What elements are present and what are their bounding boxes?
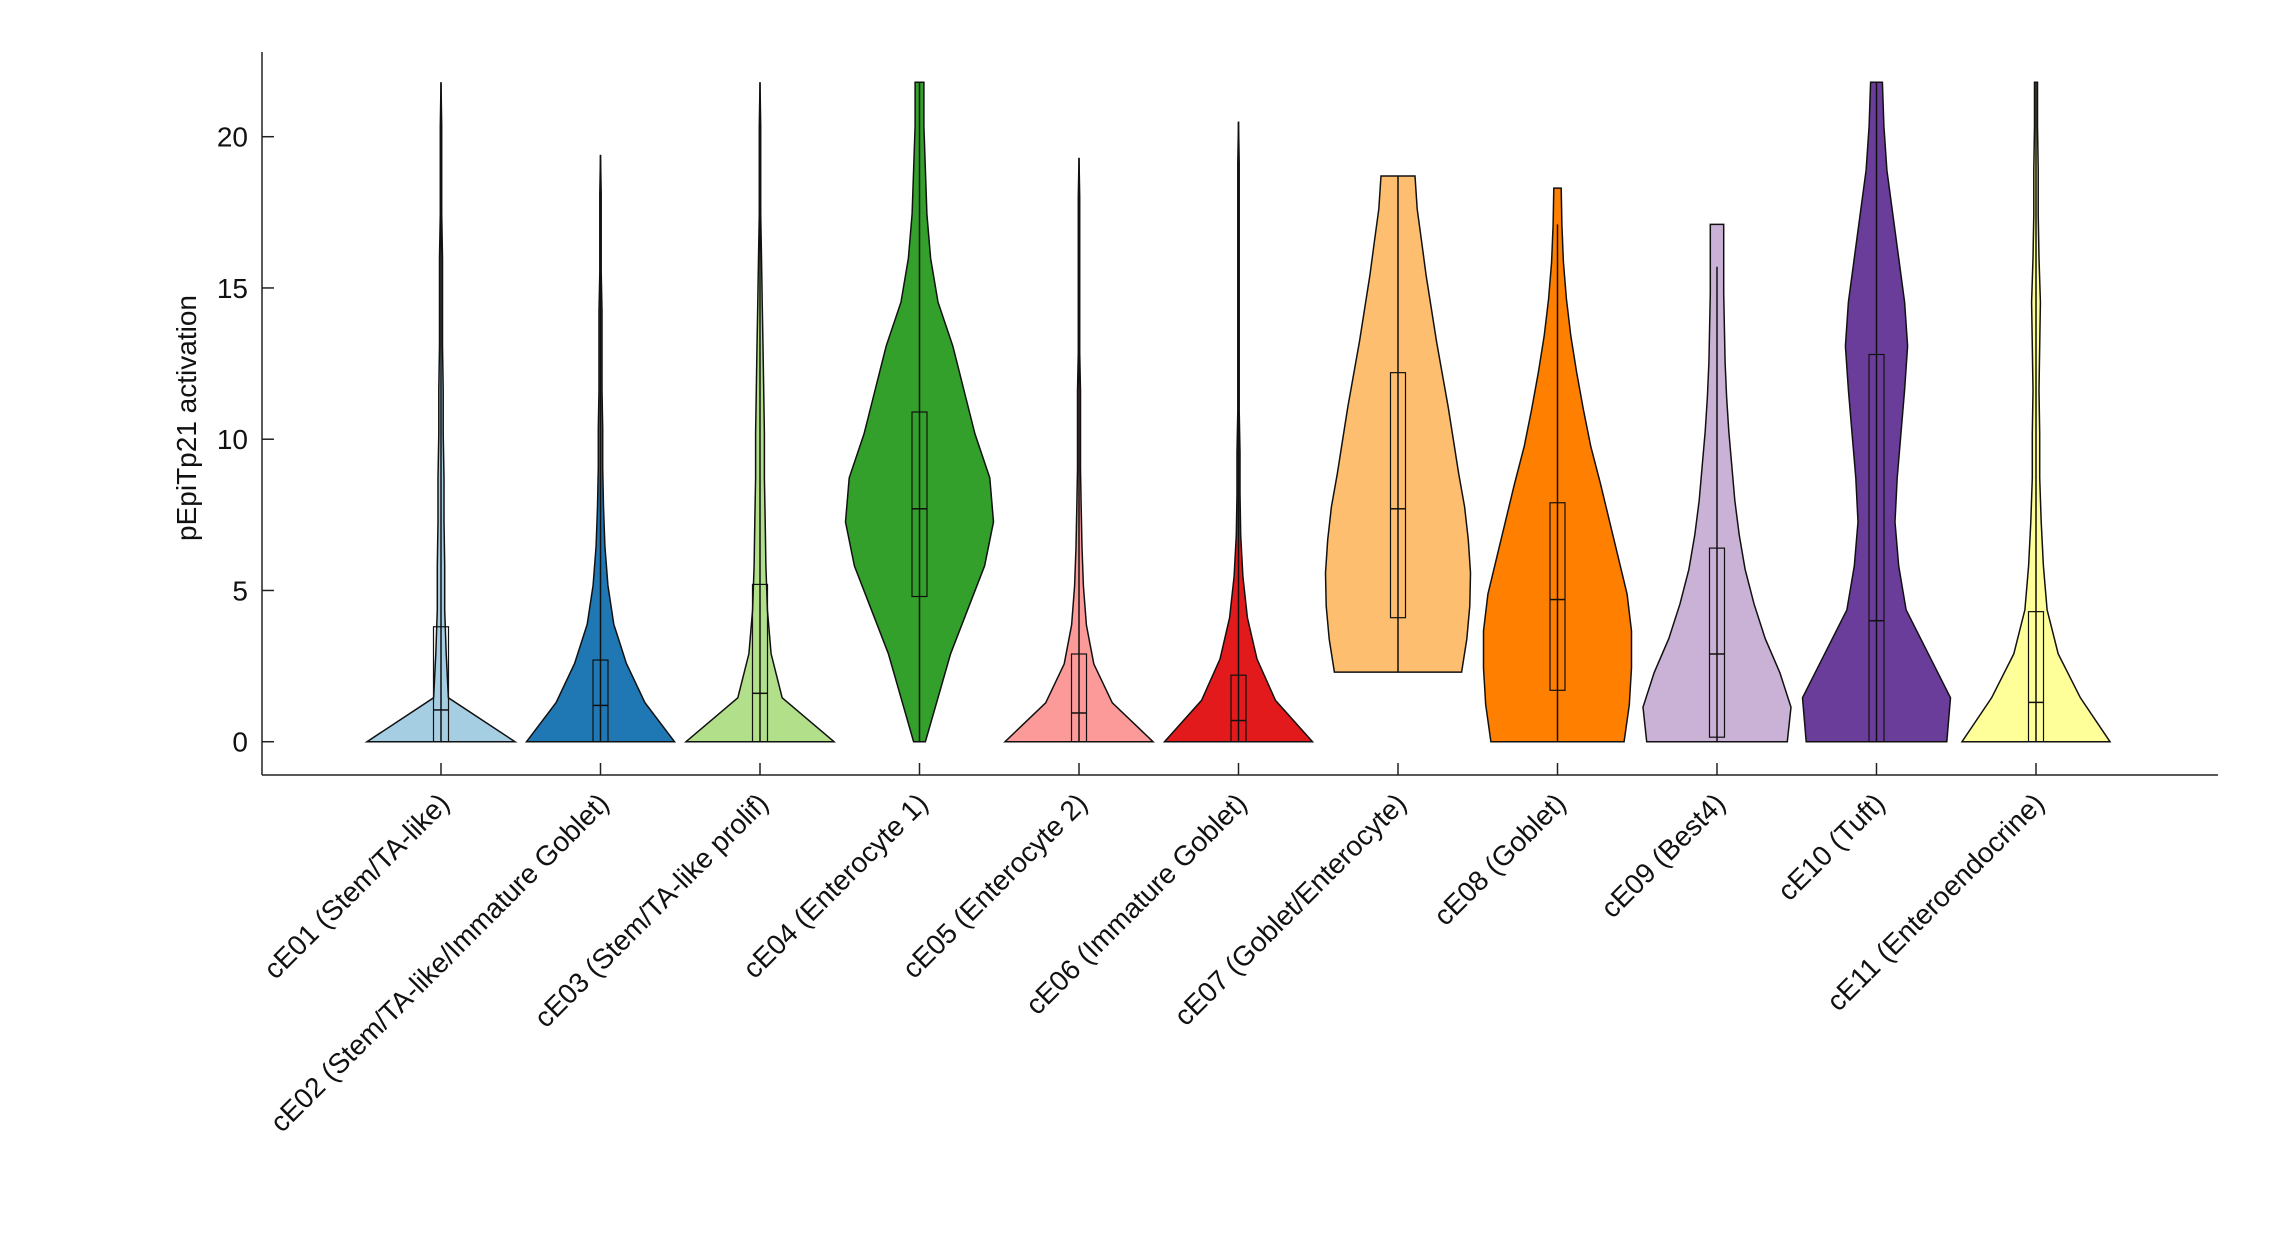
box — [1389, 372, 1407, 619]
x-tick-label: cE10 (Tuft) — [1772, 787, 1891, 906]
x-tick-label: cE08 (Goblet) — [1428, 787, 1572, 931]
y-tick-label: 0 — [232, 727, 248, 758]
box — [432, 626, 450, 743]
y-tick-label: 10 — [217, 424, 248, 455]
box — [911, 411, 928, 598]
y-tick-label: 20 — [217, 122, 248, 153]
box — [1070, 653, 1088, 743]
x-tick-label: cE09 (Best4) — [1595, 787, 1731, 923]
box — [1708, 547, 1726, 738]
x-tick-label: cE02 (Stem/TA-like/Immature Goblet) — [264, 787, 615, 1138]
y-tick-label: 5 — [232, 575, 248, 606]
y-axis-label: pEpiTp21 activation — [171, 295, 202, 541]
box — [1549, 502, 1566, 691]
box — [751, 583, 769, 743]
box — [1868, 353, 1885, 743]
y-tick-label: 15 — [217, 273, 248, 304]
box — [2027, 611, 2045, 743]
box — [1230, 674, 1247, 743]
box — [592, 659, 609, 743]
